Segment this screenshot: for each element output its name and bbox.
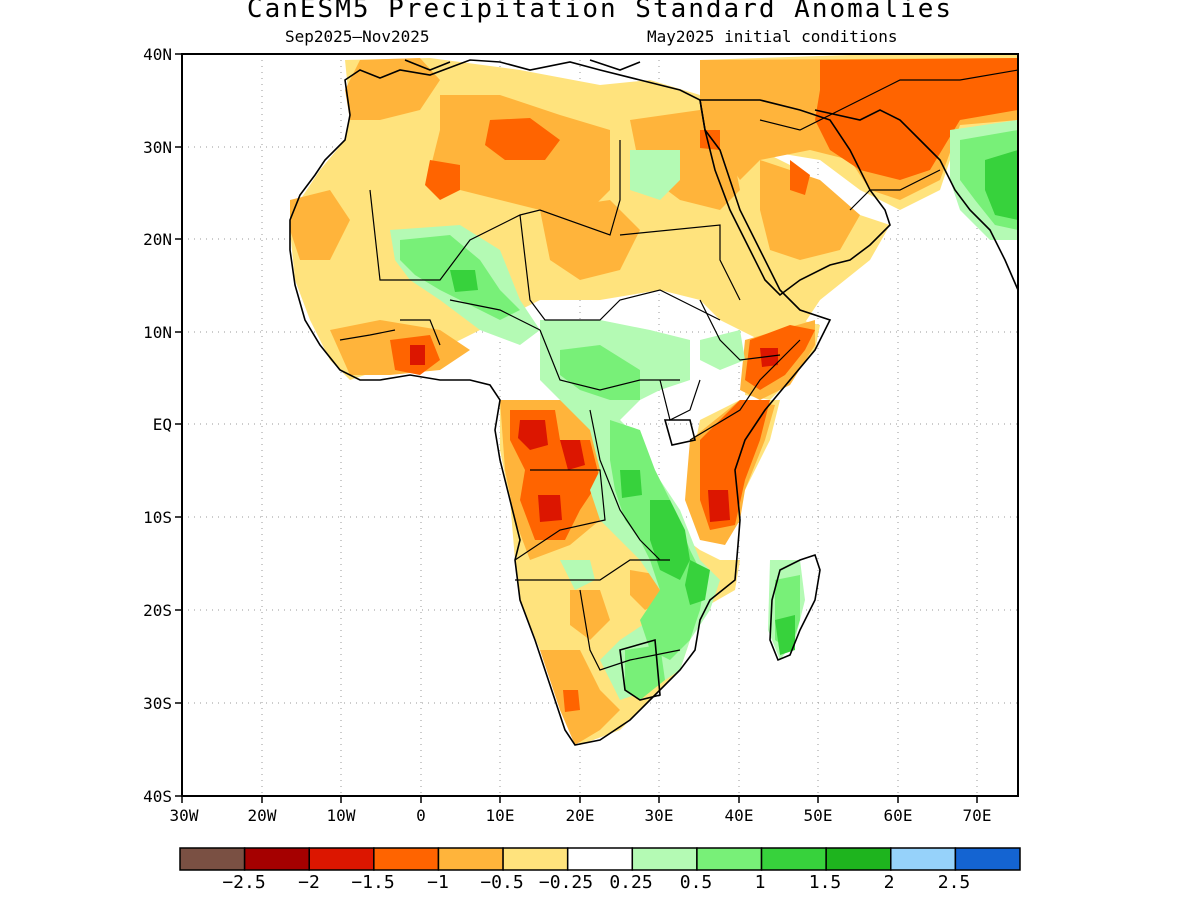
colorbar-label: −0.5: [480, 872, 523, 893]
colorbar-swatch: [373, 847, 440, 871]
colorbar: −2.5 −2 −1.5 −1 −0.5 −0.25 0.25 0.5 1 1.…: [179, 847, 1021, 893]
colorbar-label: 2.5: [938, 872, 971, 893]
lon-label-30w: 30W: [170, 806, 199, 825]
lat-label-30s: 30S: [143, 694, 172, 713]
colorbar-swatch: [954, 847, 1021, 871]
colorbar-swatch: [437, 847, 504, 871]
colorbar-swatch: [502, 847, 569, 871]
lon-label-20w: 20W: [248, 806, 277, 825]
lon-label-0: 0: [416, 806, 426, 825]
lon-label-60e: 60E: [884, 806, 913, 825]
colorbar-label: 1.5: [809, 872, 842, 893]
initial-conditions: May2025 initial conditions: [647, 27, 898, 46]
lat-label-40n: 40N: [143, 45, 172, 64]
colorbar-label: −2: [298, 872, 320, 893]
lat-label-40s: 40S: [143, 787, 172, 806]
colorbar-label: 0.25: [609, 872, 652, 893]
colorbar-swatch: [631, 847, 698, 871]
lat-label-eq: EQ: [153, 415, 172, 434]
coastlines: [289, 59, 1018, 746]
colorbar-swatch: [308, 847, 375, 871]
lon-label-50e: 50E: [804, 806, 833, 825]
colorbar-swatch: [179, 847, 246, 871]
lon-label-10e: 10E: [486, 806, 515, 825]
colorbar-swatch: [760, 847, 827, 871]
colorbar-label: −1: [427, 872, 449, 893]
colorbar-label: 1: [755, 872, 766, 893]
colorbar-swatch: [890, 847, 957, 871]
colorbar-label: 0.5: [680, 872, 713, 893]
lon-label-40e: 40E: [725, 806, 754, 825]
lat-label-20s: 20S: [143, 601, 172, 620]
colorbar-swatches: [179, 847, 1021, 871]
colorbar-swatch: [696, 847, 763, 871]
country-borders: [339, 69, 1018, 671]
map-frame: [181, 53, 1019, 797]
colorbar-swatch: [825, 847, 892, 871]
lat-label-10n: 10N: [143, 323, 172, 342]
colorbar-swatch: [566, 847, 634, 871]
lat-label-30n: 30N: [143, 138, 172, 157]
map-title: CanESM5 Precipitation Standard Anomalies: [246, 0, 954, 24]
lon-label-10w: 10W: [327, 806, 356, 825]
lon-label-70e: 70E: [963, 806, 992, 825]
colorbar-label: −2.5: [222, 872, 265, 893]
lat-label-10s: 10S: [143, 508, 172, 527]
lon-label-20e: 20E: [566, 806, 595, 825]
severe-dry-regions: [410, 345, 778, 522]
forecast-period: Sep2025–Nov2025: [285, 27, 430, 46]
lon-label-30e: 30E: [645, 806, 674, 825]
colorbar-label: 2: [884, 872, 895, 893]
colorbar-label: −0.25: [539, 872, 593, 893]
colorbar-label: −1.5: [351, 872, 394, 893]
lat-label-20n: 20N: [143, 230, 172, 249]
colorbar-swatch: [243, 847, 310, 871]
axis-ticks: [175, 53, 978, 803]
